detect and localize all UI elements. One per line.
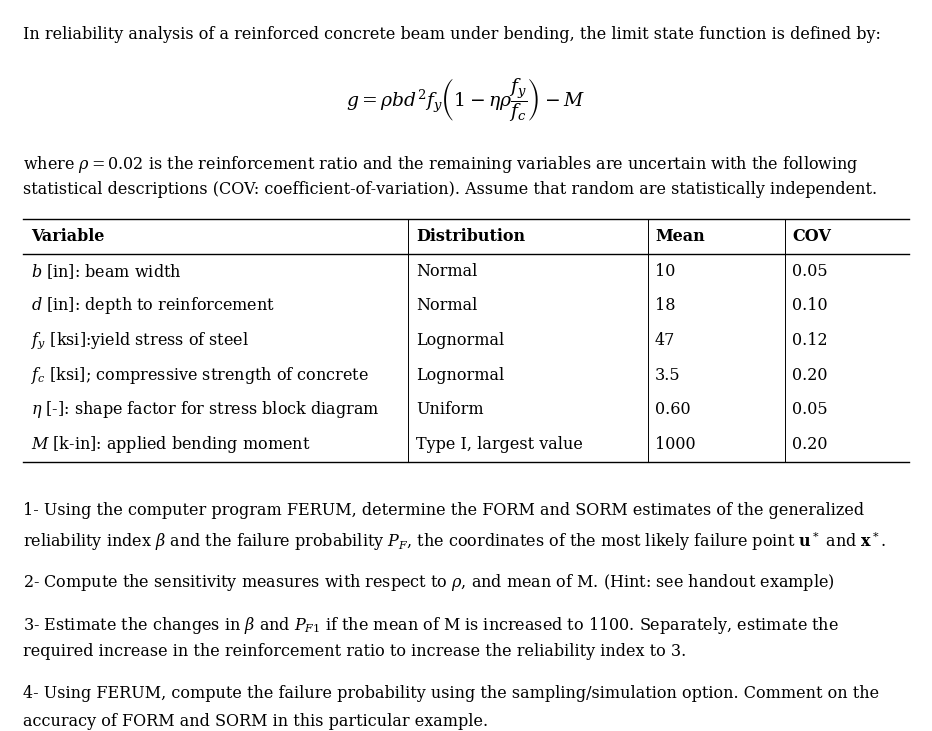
Text: Type I, largest value: Type I, largest value — [416, 436, 582, 453]
Text: 4- Using FERUM, compute the failure probability using the sampling/simulation op: 4- Using FERUM, compute the failure prob… — [23, 685, 880, 702]
Text: 0.05: 0.05 — [792, 263, 828, 280]
Text: 10: 10 — [655, 263, 676, 280]
Text: reliability index $\beta$ and the failure probability $P_F$, the coordinates of : reliability index $\beta$ and the failur… — [23, 530, 887, 553]
Text: $b$ [in]: beam width: $b$ [in]: beam width — [31, 262, 182, 281]
Text: 0.60: 0.60 — [655, 401, 691, 418]
Text: 18: 18 — [655, 298, 676, 314]
Text: 47: 47 — [655, 332, 676, 349]
Text: Lognormal: Lognormal — [416, 367, 504, 384]
Text: Normal: Normal — [416, 298, 477, 314]
Text: $f_y$ [ksi]:yield stress of steel: $f_y$ [ksi]:yield stress of steel — [31, 330, 249, 351]
Text: Variable: Variable — [31, 228, 104, 245]
Text: 3.5: 3.5 — [655, 367, 680, 384]
Text: required increase in the reinforcement ratio to increase the reliability index t: required increase in the reinforcement r… — [23, 643, 687, 659]
Text: 1000: 1000 — [655, 436, 695, 453]
Text: 0.10: 0.10 — [792, 298, 828, 314]
Text: 3- Estimate the changes in $\beta$ and $P_{F1}$ if the mean of M is increased to: 3- Estimate the changes in $\beta$ and $… — [23, 615, 839, 636]
Text: In reliability analysis of a reinforced concrete beam under bending, the limit s: In reliability analysis of a reinforced … — [23, 26, 881, 42]
Text: Distribution: Distribution — [416, 228, 525, 245]
Text: COV: COV — [792, 228, 831, 245]
Text: 0.05: 0.05 — [792, 401, 828, 418]
Text: Lognormal: Lognormal — [416, 332, 504, 349]
Text: Mean: Mean — [655, 228, 705, 245]
Text: 0.20: 0.20 — [792, 367, 828, 384]
Text: 0.20: 0.20 — [792, 436, 828, 453]
Text: statistical descriptions (COV: coefficient-of-variation). Assume that random are: statistical descriptions (COV: coefficie… — [23, 181, 877, 198]
Text: 2- Compute the sensitivity measures with respect to $\rho$, and mean of M. (Hint: 2- Compute the sensitivity measures with… — [23, 572, 835, 594]
Text: $g = \rho b d^2 f_y \left(1 - \eta\rho\dfrac{f_y}{f_c}\right) - M$: $g = \rho b d^2 f_y \left(1 - \eta\rho\d… — [347, 77, 585, 124]
Text: $\eta$ [-]: shape factor for stress block diagram: $\eta$ [-]: shape factor for stress bloc… — [31, 399, 379, 420]
Text: $f_c$ [ksi]; compressive strength of concrete: $f_c$ [ksi]; compressive strength of con… — [31, 365, 368, 386]
Text: $d$ [in]: depth to reinforcement: $d$ [in]: depth to reinforcement — [31, 295, 275, 317]
Text: Uniform: Uniform — [416, 401, 484, 418]
Text: $M$ [k-in]: applied bending moment: $M$ [k-in]: applied bending moment — [31, 434, 310, 455]
Text: Normal: Normal — [416, 263, 477, 280]
Text: 1- Using the computer program FERUM, determine the FORM and SORM estimates of th: 1- Using the computer program FERUM, det… — [23, 502, 864, 519]
Text: 0.12: 0.12 — [792, 332, 828, 349]
Text: where $\rho = 0.02$ is the reinforcement ratio and the remaining variables are u: where $\rho = 0.02$ is the reinforcement… — [23, 154, 859, 175]
Text: accuracy of FORM and SORM in this particular example.: accuracy of FORM and SORM in this partic… — [23, 713, 488, 730]
